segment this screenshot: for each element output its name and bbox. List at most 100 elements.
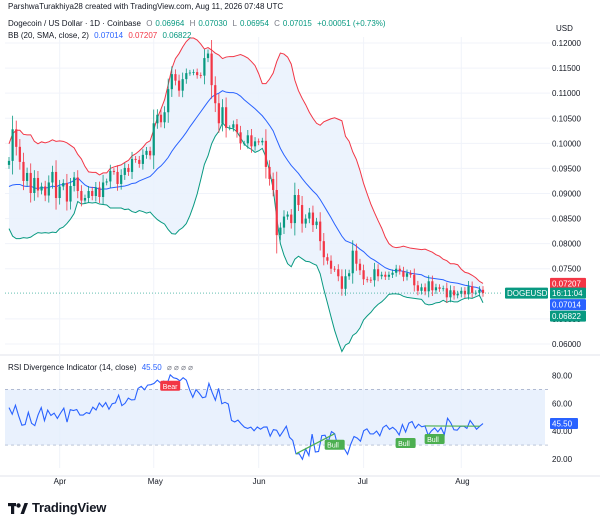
candle-body	[384, 274, 387, 277]
candle-body	[18, 146, 21, 162]
candle	[11, 115, 14, 175]
candle-body	[120, 174, 123, 184]
candle-body	[239, 132, 242, 144]
candle	[250, 128, 253, 153]
symbol-tag-bg	[505, 287, 548, 299]
candle-body	[123, 167, 126, 175]
candle	[290, 209, 293, 229]
candle-body	[228, 127, 231, 129]
candle	[33, 170, 36, 201]
candle	[112, 168, 116, 175]
candle-body	[427, 281, 430, 292]
candle	[261, 137, 264, 146]
candle	[196, 68, 199, 79]
candle	[253, 137, 257, 151]
candle	[174, 69, 177, 86]
candle-body	[69, 185, 72, 202]
candle	[471, 281, 474, 298]
candle	[452, 286, 456, 300]
candle	[214, 76, 217, 113]
candle-body	[243, 143, 246, 145]
bb-upper-value: 0.07207	[128, 31, 158, 40]
candle-body	[308, 212, 311, 219]
rsi-legend[interactable]: RSI Divergence Indicator (14, close) 45.…	[8, 363, 196, 372]
tradingview-logo: TradingView	[8, 500, 106, 515]
candle	[18, 139, 21, 170]
time-tick-label: Jun	[253, 477, 266, 486]
symbol-legend[interactable]: Dogecoin / US Dollar · 1D · Coinbase O 0.…	[8, 19, 386, 28]
candle-body	[449, 290, 452, 298]
candle	[268, 160, 271, 186]
candle-body	[304, 218, 307, 224]
candle-body	[250, 135, 253, 147]
bull-label: Bull	[427, 437, 439, 444]
bb-upper-line	[8, 37, 484, 284]
candle	[217, 93, 220, 133]
candle-body	[25, 172, 29, 181]
candle-body	[210, 53, 213, 86]
candle-body	[413, 274, 416, 286]
candle	[145, 146, 148, 159]
candle	[264, 129, 268, 179]
candle-body	[29, 172, 32, 193]
candle	[384, 271, 387, 280]
candle	[188, 69, 192, 76]
rsi-tick-label: 80.00	[552, 372, 573, 381]
candle	[156, 109, 159, 129]
candle	[420, 283, 423, 295]
candle-body	[463, 290, 467, 295]
rsi-tick-label: 20.00	[552, 455, 573, 464]
candle-body	[40, 186, 43, 191]
candle	[467, 280, 470, 300]
candle-body	[76, 177, 79, 191]
symbol-name: Dogecoin / US Dollar · 1D · Coinbase	[8, 19, 141, 28]
rsi-tick-label: 40.00	[552, 427, 573, 436]
time-tick-label: Aug	[455, 477, 469, 486]
candle	[170, 66, 173, 97]
rsi-current-tag-bg	[550, 418, 578, 430]
candle	[474, 290, 477, 296]
candle-body	[224, 107, 228, 128]
candle	[326, 253, 329, 265]
rsi-line	[8, 373, 484, 461]
candle	[167, 78, 170, 123]
candle-body	[203, 58, 206, 76]
candle-body	[7, 160, 11, 165]
candle-body	[311, 212, 315, 226]
bear-label-bg	[160, 380, 181, 391]
candle	[369, 277, 372, 283]
candle-body	[199, 75, 202, 76]
candle	[192, 69, 195, 76]
rsi-current-tag: 45.50	[552, 420, 573, 429]
rsi-dots-icon: ⌀ ⌀ ⌀ ⌀	[167, 363, 193, 372]
close-value: 0.07015	[282, 19, 312, 28]
candle-body	[36, 177, 40, 191]
bb-legend[interactable]: BB (20, SMA, close, 2) 0.07014 0.07207 0…	[8, 31, 194, 40]
candle-body	[402, 271, 405, 277]
price-tick-label: 0.12000	[552, 39, 581, 48]
candle	[116, 165, 119, 191]
candle	[427, 275, 430, 298]
candle	[123, 162, 126, 180]
candle-body	[297, 195, 300, 206]
candle	[65, 173, 69, 211]
candle	[315, 217, 318, 229]
rsi-label: RSI Divergence Indicator (14, close)	[8, 363, 137, 372]
candle-body	[460, 290, 463, 294]
candle	[373, 262, 376, 287]
candle-body	[340, 276, 343, 289]
candle	[322, 233, 325, 266]
candle-body	[214, 85, 217, 104]
candle	[348, 269, 351, 280]
candle	[22, 152, 25, 191]
countdown-tag: 16:11:04	[552, 289, 583, 298]
candle-body	[188, 72, 192, 74]
candle	[456, 290, 459, 299]
candle-body	[268, 166, 271, 179]
candle-body	[329, 260, 333, 269]
candle	[25, 167, 29, 187]
candle	[7, 156, 11, 169]
candle	[376, 264, 380, 282]
open-value: 0.06964	[155, 19, 185, 28]
